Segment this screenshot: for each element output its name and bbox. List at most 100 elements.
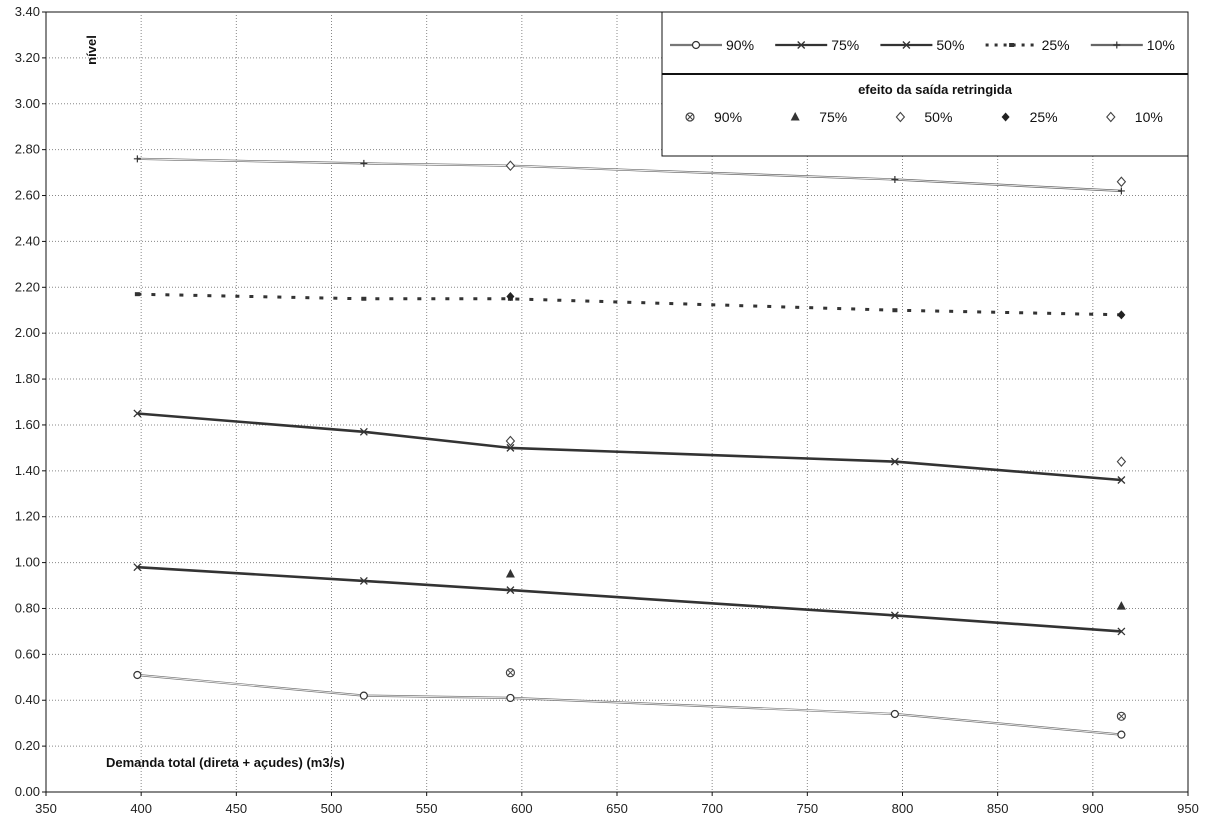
series-75pct xyxy=(133,563,1126,636)
x-tick-label: 450 xyxy=(225,801,247,816)
legend-item-75pct: 75% xyxy=(775,37,859,53)
data-point-75pct xyxy=(133,563,142,572)
restricted-point-25pct xyxy=(1117,310,1126,320)
y-tick-label: 2.60 xyxy=(15,188,40,203)
data-point-75pct xyxy=(359,576,368,585)
x-tick-label: 550 xyxy=(416,801,438,816)
legend-marker xyxy=(691,40,701,50)
legend-restricted-label: 25% xyxy=(1030,109,1058,125)
series-90pct xyxy=(133,670,1126,739)
y-tick-label: 0.80 xyxy=(15,600,40,615)
y-tick-label: 1.60 xyxy=(15,417,40,432)
legend-restricted-title: efeito da saída retringida xyxy=(858,82,1013,97)
data-point-75pct xyxy=(890,611,899,620)
data-point-50pct xyxy=(506,443,515,452)
data-point-50pct xyxy=(1117,476,1126,484)
y-tick-label: 2.40 xyxy=(15,233,40,248)
legend: 90% 75% 50% 25% 10% efeito da saída retringi… xyxy=(661,11,1189,157)
legend-label: 25% xyxy=(1042,37,1070,53)
y-tick-label: 0.00 xyxy=(15,784,40,799)
y-tick-label: 3.20 xyxy=(15,50,40,65)
legend-marker xyxy=(1113,41,1121,49)
legend-restricted-label: 90% xyxy=(714,109,742,125)
legend-restricted-marker-cross xyxy=(687,114,693,120)
legend-label: 50% xyxy=(936,37,964,53)
legend-marker xyxy=(797,41,806,49)
data-point-90pct xyxy=(359,691,368,700)
y-tick-label: 2.00 xyxy=(15,325,40,340)
data-point-50pct xyxy=(133,409,142,418)
legend-restricted-label: 75% xyxy=(819,109,847,125)
restricted-point-90pct-cross xyxy=(507,669,514,676)
data-point-90pct xyxy=(890,709,899,719)
x-tick-label: 600 xyxy=(511,801,533,816)
legend-lines: 90% 75% 50% 25% 10% xyxy=(670,37,1175,53)
restricted-point-25pct xyxy=(506,291,515,301)
data-point-10pct xyxy=(133,155,141,163)
restricted-point-10pct xyxy=(1116,176,1127,188)
restricted-series-10pct xyxy=(505,160,1127,188)
restricted-points-group xyxy=(505,160,1127,721)
x-tick-label: 650 xyxy=(606,801,628,816)
y-tick-label: 2.80 xyxy=(15,142,40,157)
restricted-point-50pct xyxy=(505,435,516,447)
legend-item-50pct: 50% xyxy=(880,37,964,53)
x-tick-label: 350 xyxy=(35,801,57,816)
legend-restricted-item-75pct: 75% xyxy=(790,109,847,125)
data-point-10pct xyxy=(360,159,368,167)
x-tick-label: 800 xyxy=(892,801,914,816)
legend-item-10pct: 10% xyxy=(1090,37,1175,53)
data-point-90pct xyxy=(506,693,515,703)
y-axis-ticks: 0.00 0.20 0.40 0.60 0.80 1.00 1.20 1.40 1.60 1.80… xyxy=(15,4,46,799)
x-tick-label: 750 xyxy=(796,801,818,816)
x-axis-label: Demanda total (direta + açudes) (m3/s) xyxy=(106,755,345,770)
legend-restricted-item-10pct: 10% xyxy=(1106,109,1163,125)
x-tick-label: 400 xyxy=(130,801,152,816)
y-tick-label: 3.00 xyxy=(15,96,40,111)
legend-label: 90% xyxy=(726,37,754,53)
y-tick-label: 2.20 xyxy=(15,279,40,294)
legend-item-25pct: 25% xyxy=(985,37,1070,53)
y-tick-label: 1.00 xyxy=(15,555,40,570)
y-tick-label: 1.80 xyxy=(15,371,40,386)
legend-points: 90% 75% 50% 25% 10% xyxy=(685,109,1163,125)
data-point-25pct xyxy=(134,292,140,297)
legend-restricted-item-90pct: 90% xyxy=(685,109,742,125)
restricted-point-75pct xyxy=(1116,601,1126,610)
legend-marker xyxy=(1009,43,1015,47)
legend-item-90pct: 90% xyxy=(670,37,754,53)
y-tick-label: 0.20 xyxy=(15,738,40,753)
legend-box xyxy=(661,11,1189,157)
legend-restricted-label: 50% xyxy=(924,109,952,125)
y-tick-label: 1.40 xyxy=(15,463,40,478)
data-point-75pct xyxy=(506,586,515,595)
data-point-75pct xyxy=(1117,627,1126,636)
series-50pct xyxy=(133,409,1126,484)
data-point-50pct xyxy=(359,427,368,436)
x-tick-label: 950 xyxy=(1177,801,1199,816)
x-axis-ticks: 350 400 450 500 550 600 650 700 750 800 850 900 950 xyxy=(35,792,1199,816)
data-point-10pct xyxy=(1117,187,1125,195)
y-axis-label: nível xyxy=(84,35,99,65)
legend-restricted-label: 10% xyxy=(1135,109,1163,125)
data-point-50pct xyxy=(890,457,899,466)
restricted-series-50pct xyxy=(505,435,1127,467)
data-point-90pct xyxy=(1117,730,1126,739)
x-tick-label: 700 xyxy=(701,801,723,816)
y-tick-label: 3.40 xyxy=(15,4,40,19)
legend-restricted-marker xyxy=(895,111,906,123)
legend-marker xyxy=(902,41,911,49)
legend-label: 10% xyxy=(1147,37,1175,53)
restricted-point-50pct xyxy=(1116,456,1127,467)
legend-restricted-marker xyxy=(1106,111,1116,123)
restricted-point-10pct xyxy=(505,160,516,172)
x-tick-label: 500 xyxy=(321,801,343,816)
restricted-series-75pct xyxy=(505,569,1126,610)
data-point-25pct xyxy=(361,296,367,301)
legend-label: 75% xyxy=(831,37,859,53)
y-tick-label: 0.40 xyxy=(15,692,40,707)
y-tick-label: 1.20 xyxy=(15,509,40,524)
data-point-10pct xyxy=(891,175,899,183)
data-point-25pct xyxy=(892,308,898,313)
